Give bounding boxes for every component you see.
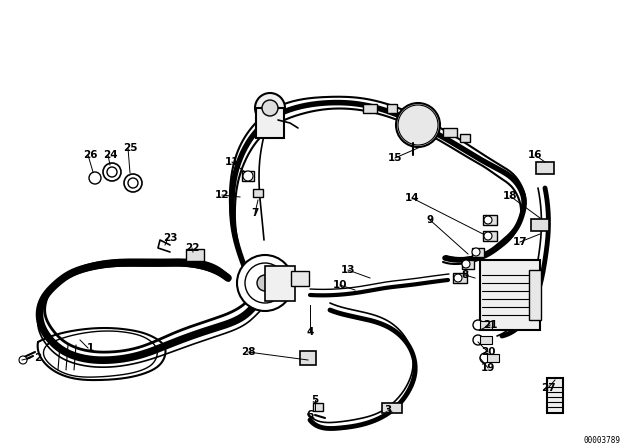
Bar xyxy=(300,351,316,365)
Bar xyxy=(480,260,540,330)
Bar xyxy=(462,259,474,268)
Circle shape xyxy=(473,335,483,345)
Text: 2: 2 xyxy=(35,353,42,363)
Circle shape xyxy=(484,216,492,224)
Circle shape xyxy=(462,260,470,268)
Text: 10: 10 xyxy=(333,280,348,290)
Text: 4: 4 xyxy=(307,327,314,337)
Circle shape xyxy=(398,105,438,145)
Text: 9: 9 xyxy=(426,215,433,225)
Circle shape xyxy=(262,100,278,116)
Text: 14: 14 xyxy=(404,193,419,203)
Circle shape xyxy=(103,163,121,181)
Text: 13: 13 xyxy=(340,265,355,275)
Circle shape xyxy=(472,248,480,256)
Text: 7: 7 xyxy=(252,208,259,218)
Bar xyxy=(253,189,263,197)
Bar xyxy=(460,134,470,142)
Bar xyxy=(382,403,402,413)
Text: 6: 6 xyxy=(307,410,314,420)
Bar xyxy=(529,270,541,320)
Bar xyxy=(186,249,204,261)
Circle shape xyxy=(237,255,293,311)
Bar xyxy=(483,231,497,241)
Text: 26: 26 xyxy=(83,150,97,160)
Text: 18: 18 xyxy=(503,191,517,201)
Circle shape xyxy=(19,356,27,364)
Bar xyxy=(472,247,484,257)
Bar xyxy=(480,336,492,344)
Text: 22: 22 xyxy=(185,243,199,253)
Text: 20: 20 xyxy=(481,347,495,357)
Circle shape xyxy=(484,232,492,240)
Text: 3: 3 xyxy=(385,405,392,415)
Text: 1: 1 xyxy=(86,343,93,353)
Bar xyxy=(387,103,397,112)
Bar xyxy=(256,108,284,138)
Circle shape xyxy=(255,93,285,123)
Bar xyxy=(531,219,549,231)
Text: 17: 17 xyxy=(513,237,527,247)
Text: 24: 24 xyxy=(102,150,117,160)
Text: 8: 8 xyxy=(461,270,468,280)
Circle shape xyxy=(454,274,462,282)
Circle shape xyxy=(257,275,273,291)
Bar xyxy=(242,171,254,181)
Text: 00003789: 00003789 xyxy=(583,435,620,444)
Text: 19: 19 xyxy=(481,363,495,373)
Text: 15: 15 xyxy=(388,153,403,163)
Circle shape xyxy=(243,171,253,181)
Circle shape xyxy=(89,172,101,184)
Text: 16: 16 xyxy=(528,150,542,160)
Text: 5: 5 xyxy=(312,395,319,405)
Bar xyxy=(547,378,563,413)
Bar xyxy=(291,271,309,285)
Bar xyxy=(313,403,323,411)
Bar xyxy=(483,215,497,225)
Circle shape xyxy=(124,174,142,192)
Circle shape xyxy=(128,178,138,188)
Bar xyxy=(265,266,295,301)
Text: 21: 21 xyxy=(483,320,497,330)
Circle shape xyxy=(107,167,117,177)
Text: 27: 27 xyxy=(541,383,556,393)
Text: 23: 23 xyxy=(163,233,177,243)
Bar xyxy=(363,103,377,112)
Bar xyxy=(443,128,457,137)
Circle shape xyxy=(396,103,440,147)
Circle shape xyxy=(480,353,490,363)
Bar xyxy=(453,273,467,283)
Bar xyxy=(480,321,492,329)
Text: 25: 25 xyxy=(123,143,137,153)
Circle shape xyxy=(473,320,483,330)
Bar xyxy=(536,162,554,174)
Text: 12: 12 xyxy=(215,190,229,200)
Bar xyxy=(487,354,499,362)
Text: 11: 11 xyxy=(225,157,239,167)
Text: 28: 28 xyxy=(241,347,255,357)
Circle shape xyxy=(245,263,285,303)
